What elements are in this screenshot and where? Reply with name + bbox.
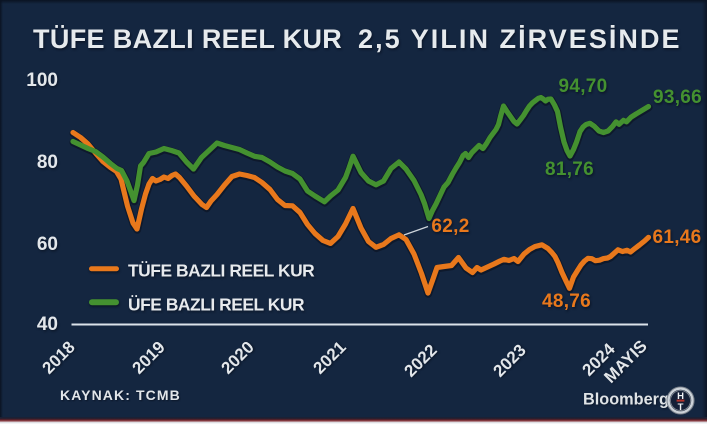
svg-text:H: H [677, 390, 684, 401]
svg-text:T: T [677, 402, 683, 413]
